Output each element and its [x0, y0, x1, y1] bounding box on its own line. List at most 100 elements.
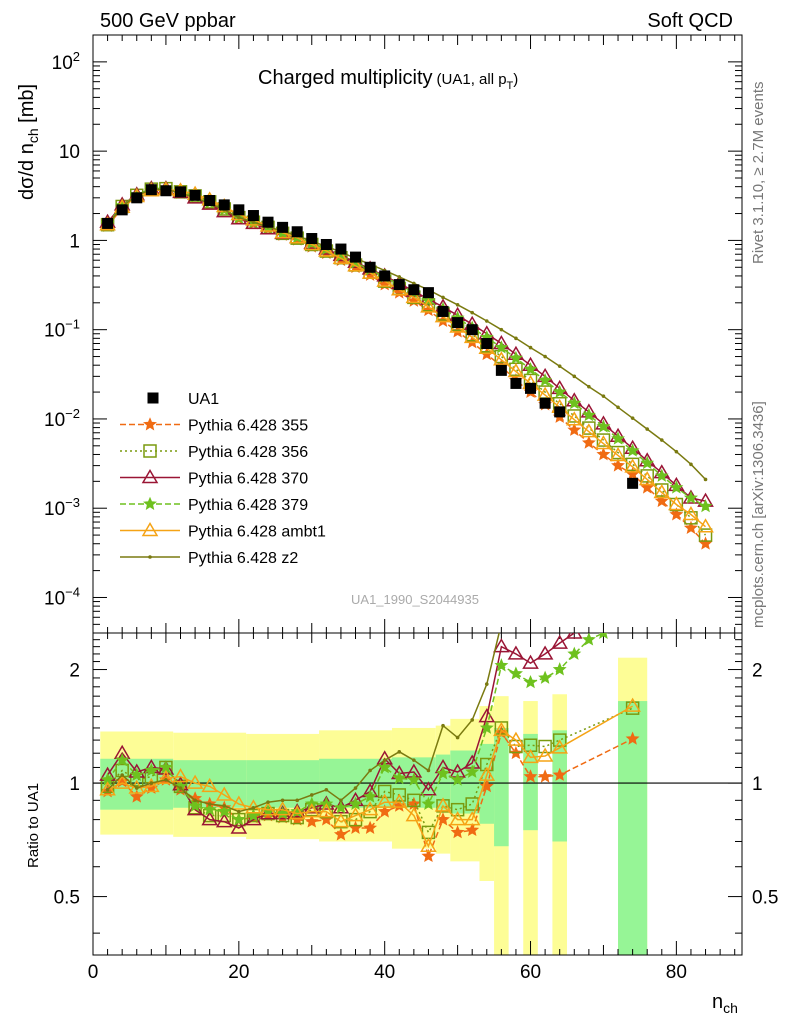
ratio-point-pythia-6-428-379: [129, 767, 144, 781]
point-pythia-6-428-355: [669, 507, 684, 521]
legend-marker-pythia-6-428-356: [143, 444, 157, 458]
point-pythia-6-428-ambt1: [580, 423, 598, 438]
point-ua1-data: [554, 406, 566, 418]
ratio-point-pythia-6-428-379: [231, 812, 246, 826]
ratio-point-pythia-6-428-379: [406, 772, 421, 786]
point-ua1-data: [320, 238, 332, 250]
ratio-point-pythia-6-428-379: [599, 633, 608, 639]
point-pythia-6-428-z2: [484, 319, 489, 323]
ratio-point-pythia-6-428-356: [377, 784, 392, 799]
ratio-point-pythia-6-428-379: [348, 796, 363, 810]
ratio-point-pythia-6-428-ambt1: [463, 811, 481, 826]
point-pythia-6-428-ambt1: [697, 518, 714, 533]
point-pythia-6-428-ambt1: [565, 411, 583, 426]
point-ua1-data: [175, 186, 187, 198]
point-pythia-6-428-z2: [557, 364, 562, 368]
point-pythia-6-428-z2: [455, 302, 460, 307]
legend-marker-pythia-6-428-355: [143, 417, 157, 431]
point-pythia-6-428-379: [611, 431, 625, 445]
ratio-point-pythia-6-428-355: [304, 814, 319, 828]
point-pythia-6-428-379: [581, 407, 596, 422]
point-pythia-6-428-379: [523, 362, 538, 376]
ratio-point-pythia-6-428-z2: [309, 793, 314, 797]
point-pythia-6-428-379: [625, 443, 640, 457]
point-pythia-6-428-356: [625, 457, 640, 472]
ratio-point-pythia-6-428-ambt1: [551, 739, 569, 754]
ratio-point-pythia-6-428-z2: [120, 773, 124, 777]
ratio-point-pythia-6-428-379: [523, 675, 538, 689]
point-ua1-data: [350, 251, 362, 263]
ratio-point-pythia-6-428-z2: [368, 768, 372, 773]
point-ua1-data: [364, 261, 376, 273]
ratio-point-pythia-6-428-ambt1: [434, 797, 452, 812]
ratio-point-pythia-6-428-379: [450, 772, 465, 786]
main-y-tick-label: 10−2: [44, 406, 80, 431]
point-ua1-data: [335, 243, 347, 255]
ratio-point-pythia-6-428-z2: [353, 786, 358, 790]
ratio-point-pythia-6-428-ambt1: [332, 813, 350, 828]
point-pythia-6-428-370: [215, 203, 233, 218]
point-pythia-6-428-356: [596, 433, 611, 447]
point-ua1-data: [306, 233, 318, 245]
point-pythia-6-428-355: [654, 493, 669, 508]
point-pythia-6-428-ambt1: [668, 496, 685, 511]
ratio-point-pythia-6-428-z2: [207, 802, 212, 806]
green-band-8: [494, 727, 509, 847]
ratio-point-pythia-6-428-ambt1: [449, 811, 466, 826]
ratio-y-tick-label: 0.5: [54, 888, 80, 909]
ratio-point-pythia-6-428-ambt1: [215, 786, 233, 801]
ratio-point-pythia-6-428-356: [392, 788, 407, 802]
ratio-point-pythia-6-428-ambt1: [303, 803, 321, 818]
ratio-point-pythia-6-428-z2: [470, 718, 474, 722]
ratio-point-pythia-6-428-379: [115, 752, 130, 767]
legend-marker-pythia-6-428-379: [143, 496, 157, 510]
point-ua1-data: [452, 317, 464, 329]
point-pythia-6-428-355: [596, 447, 611, 461]
point-pythia-6-428-z2: [587, 384, 591, 389]
point-pythia-6-428-379: [698, 498, 713, 513]
point-ua1-data: [131, 192, 143, 204]
point-pythia-6-428-379: [494, 340, 509, 354]
ratio-y-tick-label-right: 2: [752, 661, 763, 682]
point-ua1-data: [510, 377, 522, 389]
point-ua1-data: [102, 217, 114, 229]
ratio-point-pythia-6-428-379: [377, 760, 392, 774]
point-pythia-6-428-z2: [251, 220, 256, 224]
point-pythia-6-428-355: [611, 458, 625, 472]
ratio-point-pythia-6-428-370: [420, 781, 437, 796]
ratio-point-pythia-6-428-z2: [441, 723, 445, 728]
legend-label-pythia-6-428-ambt1: Pythia 6.428 ambt1: [188, 524, 326, 541]
ratio-point-pythia-6-428-ambt1: [493, 721, 510, 737]
ratio-point-pythia-6-428-z2: [149, 781, 154, 785]
ratio-point-pythia-6-428-379: [479, 720, 494, 734]
ratio-point-pythia-6-428-370: [201, 811, 218, 826]
ratio-point-pythia-6-428-379: [421, 796, 436, 810]
point-pythia-6-428-ambt1: [624, 458, 641, 473]
point-pythia-6-428-z2: [572, 374, 577, 379]
ratio-point-pythia-6-428-z2: [339, 798, 343, 803]
x-tick-label: 0: [88, 962, 99, 983]
ratio-point-pythia-6-428-ambt1: [230, 795, 248, 810]
point-ua1-data: [233, 204, 245, 216]
ratio-point-pythia-6-428-355: [333, 827, 348, 841]
ratio-point-pythia-6-428-z2: [455, 735, 460, 740]
point-pythia-6-428-z2: [441, 295, 445, 300]
ratio-point-pythia-6-428-z2: [295, 798, 299, 803]
point-ua1-data: [525, 382, 537, 394]
ratio-point-pythia-6-428-379: [363, 789, 378, 803]
point-pythia-6-428-ambt1: [609, 446, 627, 462]
ratio-point-pythia-6-428-370: [565, 633, 583, 639]
point-pythia-6-428-379: [567, 395, 582, 410]
point-ua1-data: [379, 270, 391, 282]
axes-frame: [92, 34, 743, 956]
point-ua1-data: [160, 185, 172, 197]
ratio-point-pythia-6-428-ambt1: [99, 781, 116, 796]
plot-title: Charged multiplicity (UA1, all pT): [258, 67, 518, 92]
ratio-point-pythia-6-428-ambt1: [624, 697, 641, 712]
point-pythia-6-428-ambt1: [507, 363, 525, 378]
ratio-point-pythia-6-428-ambt1: [390, 793, 408, 808]
point-ua1-data: [422, 287, 434, 299]
line-pythia-6-428-355: [107, 188, 707, 545]
ratio-point-pythia-6-428-z2: [514, 613, 518, 617]
